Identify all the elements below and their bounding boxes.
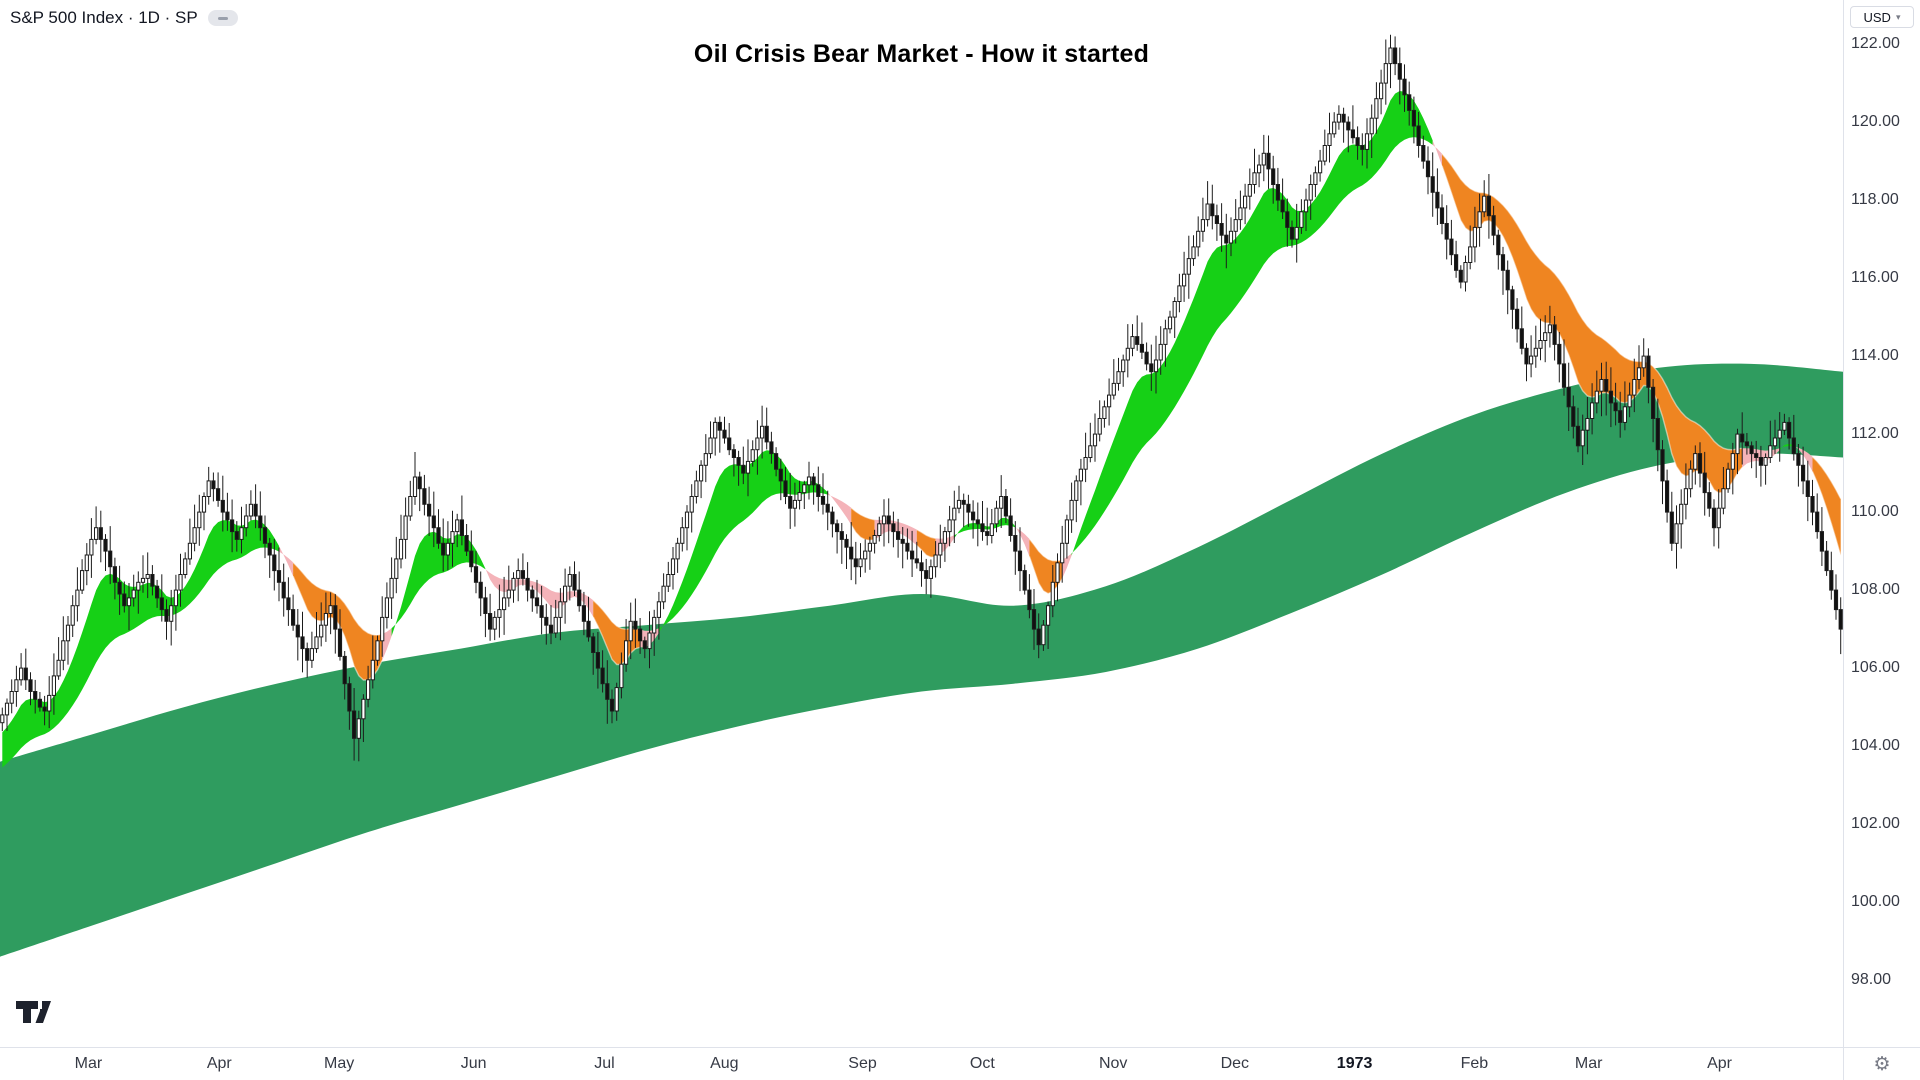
fast-ema-ribbon-segment [279,545,294,577]
fast-ema-ribbon-segment [1779,443,1794,451]
time-axis-label: Sep [848,1055,877,1072]
price-axis-label: 110.00 [1851,503,1899,521]
fast-ema-ribbon-segment [874,519,917,546]
ema-line [592,616,641,666]
tradingview-logo[interactable] [16,999,60,1025]
fast-ema-ribbon-segment [658,450,828,633]
fast-ema-ribbon-segment [1062,553,1072,579]
price-chart[interactable] [0,0,1843,1047]
symbol-legend[interactable]: S&P 500 Index · 1D · SP [10,8,238,28]
collapse-dash-icon [217,16,228,20]
chevron-down-icon: ▾ [1895,11,1901,22]
price-axis-label: 118.00 [1851,191,1899,209]
fast-ema-ribbon-segment [1442,153,1743,494]
axis-corner: ⚙ [1843,1047,1920,1080]
price-axis-label: 108.00 [1851,581,1900,599]
ema-line [1028,538,1063,562]
ema-line [850,524,875,542]
time-axis-label: Feb [1460,1055,1489,1072]
time-axis-label: Mar [74,1055,103,1072]
time-axis-label: Jul [594,1055,615,1072]
price-axis-label: 112.00 [1851,425,1899,443]
time-axis-label: Jun [460,1055,487,1072]
ema-line [1811,456,1842,500]
currency-selector[interactable]: USD ▾ [1850,6,1914,28]
time-axis-label: Mar [1574,1055,1603,1072]
currency-label: USD [1863,9,1891,25]
price-axis-label: 120.00 [1851,113,1900,131]
fast-ema-ribbon-segment [382,628,392,661]
time-axis-label: Dec [1220,1055,1250,1072]
fast-ema-ribbon-segment [1432,140,1442,166]
time-axis-label: Oct [969,1055,995,1072]
price-axis-label: 106.00 [1851,659,1900,677]
fast-ema-ribbon-segment [593,600,641,665]
ema-line [916,528,936,540]
fast-ema-ribbon-segment [851,507,875,541]
slow-ma-band [0,363,1843,957]
fast-ema-ribbon-segment [916,529,936,558]
time-axis[interactable]: Mar Apr May Jun Jul Aug Sep Oct Nov Dec 1973 Feb Mar… [0,1047,1843,1080]
time-axis-label: Aug [710,1055,739,1072]
fast-ema-ribbon-segment [293,562,383,680]
ema-line [292,561,383,636]
price-axis[interactable]: USD ▾ 122.00 120.00 118.00 116.00 114.00 112.… [1843,0,1920,1047]
price-axis-label: 100.00 [1851,893,1900,911]
fast-ema-ribbon-segment [485,568,594,617]
candles [0,34,1843,762]
indicator-collapse-pill[interactable] [207,10,238,26]
fast-ema-ribbon-segment [391,531,486,637]
settings-gear-icon[interactable]: ⚙ [1873,1053,1891,1075]
fast-ema-ribbon-segment [954,517,1016,539]
ema-line [916,544,936,558]
ema-line [850,507,875,521]
time-axis-label: Apr [206,1055,232,1072]
chart-plot-area[interactable]: Oil Crisis Bear Market - How it started … [0,0,1843,1047]
price-axis-label: 102.00 [1851,815,1900,833]
time-axis-label: 1973 [1336,1055,1373,1072]
fast-ema-ribbon-segment [2,519,280,768]
fast-ema-ribbon-segment [1015,526,1030,557]
ema-line [1811,471,1842,556]
ema-line [1028,556,1063,595]
tradingview-logo-icon [16,1001,51,1023]
fast-ema-ribbon-segment [827,492,852,525]
price-axis-label: 114.00 [1851,347,1899,365]
price-axis-label: 116.00 [1851,269,1899,287]
time-axis-label: May [323,1055,355,1072]
price-axis-label: 122.00 [1851,35,1900,53]
time-axis-label: Nov [1098,1055,1128,1072]
ema-line [1441,153,1743,451]
fast-ema-ribbon-segment [1071,91,1433,556]
price-axis-label: 98.00 [1851,971,1892,989]
symbol-title[interactable]: S&P 500 Index · 1D · SP [10,8,198,27]
price-axis-label: 104.00 [1851,737,1900,755]
time-axis-label: Apr [1707,1055,1732,1072]
